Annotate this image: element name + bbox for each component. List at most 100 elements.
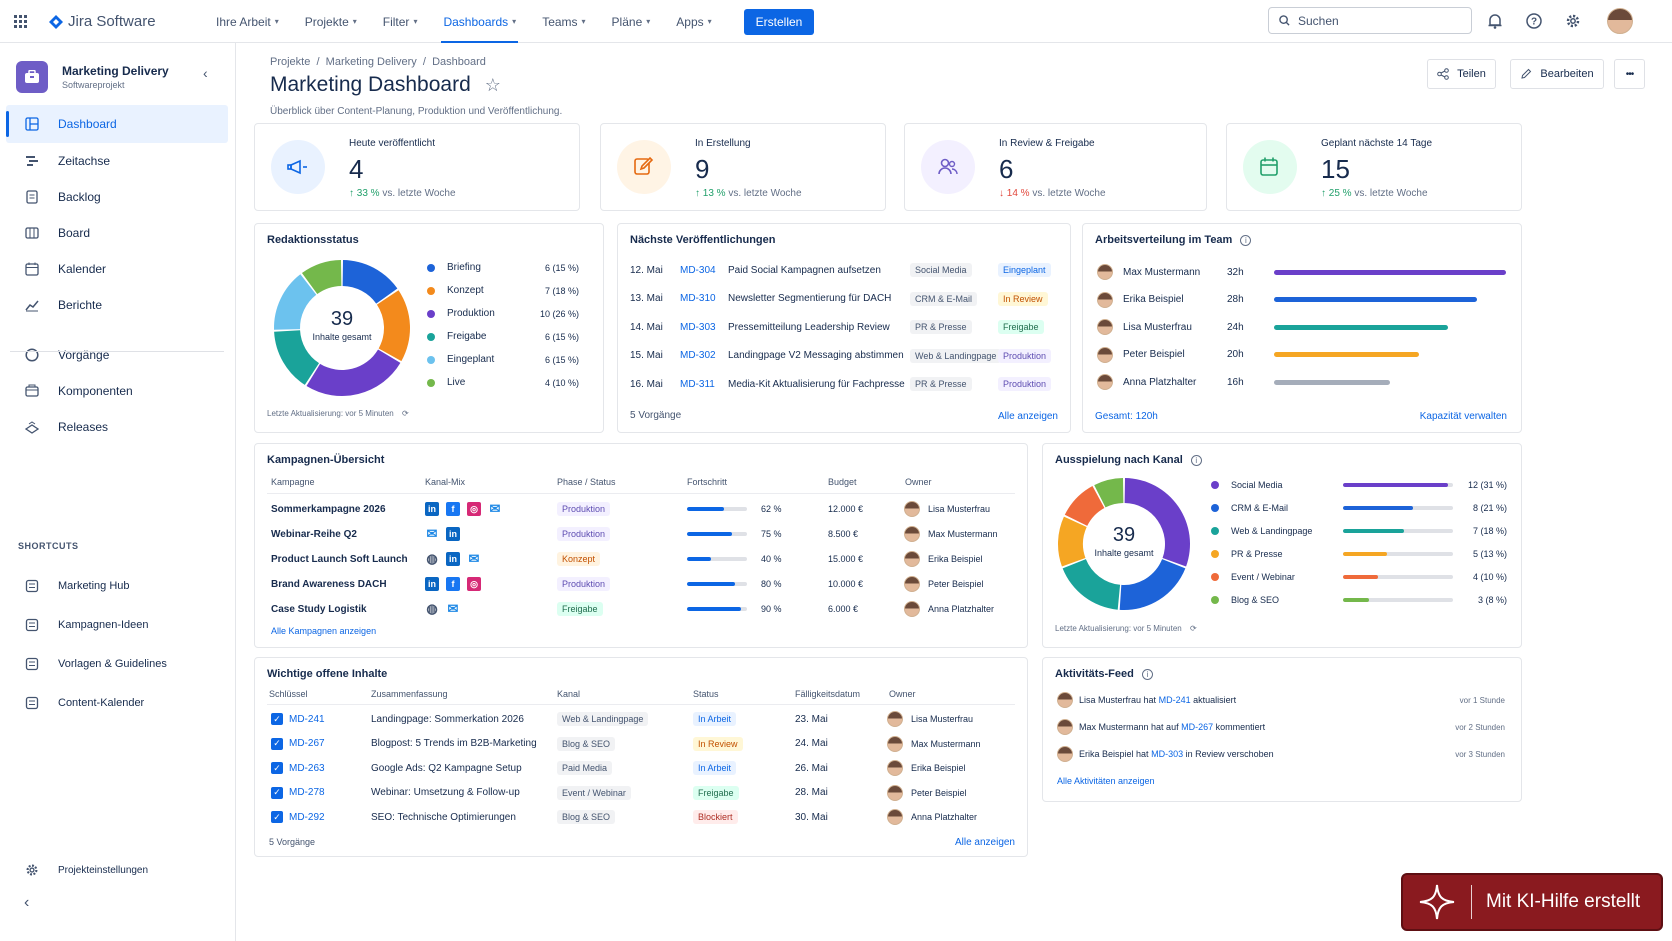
campaign-row[interactable]: Product Launch Soft Launch ◍ in ✉ Konzept 40 … bbox=[255, 548, 1027, 570]
checkbox-checked-icon[interactable]: ✓ bbox=[271, 811, 283, 823]
donut-slice-web-landingpage[interactable] bbox=[1062, 559, 1121, 610]
status-badge: In Review bbox=[998, 291, 1048, 306]
info-icon[interactable]: i bbox=[1141, 668, 1153, 680]
sidebar-item-zeitachse[interactable]: Zeitachse bbox=[6, 142, 228, 180]
checkbox-checked-icon[interactable]: ✓ bbox=[271, 762, 283, 774]
help-icon[interactable]: ? bbox=[1523, 10, 1545, 32]
card-title: Arbeitsverteilung im Team bbox=[1095, 234, 1233, 246]
shortcut-kampagnen-ideen[interactable]: Kampagnen-Ideen bbox=[6, 606, 228, 644]
issue-key-link[interactable]: MD-278 bbox=[289, 787, 325, 798]
sidebar-item-kalender[interactable]: Kalender bbox=[6, 250, 228, 288]
publication-row[interactable]: 16. Mai MD-311 Media-Kit Aktualisierung fü… bbox=[618, 374, 1070, 394]
manage-capacity-link[interactable]: Kapazität verwalten bbox=[1419, 411, 1507, 422]
jira-logo[interactable]: Jira Software bbox=[49, 13, 156, 30]
content-row[interactable]: ✓ MD-278 Webinar: Umsetzung & Follow-up Eve… bbox=[255, 783, 1027, 803]
donut-slice-event-webinar[interactable] bbox=[1064, 486, 1105, 526]
sidebar-item-dashboard[interactable]: Dashboard bbox=[6, 105, 228, 143]
checkbox-checked-icon[interactable]: ✓ bbox=[271, 786, 283, 799]
share-button[interactable]: Teilen bbox=[1427, 59, 1496, 89]
issue-key-link[interactable]: MD-311 bbox=[680, 378, 715, 390]
sidebar-item-berichte[interactable]: Berichte bbox=[6, 286, 228, 324]
nav-plans[interactable]: Pläne ▾ bbox=[611, 14, 651, 29]
donut-slice-blog-seo[interactable] bbox=[1094, 478, 1124, 508]
publication-row[interactable]: 13. Mai MD-310 Newsletter Segmentierung fü… bbox=[618, 289, 1070, 309]
star-icon[interactable]: ☆ bbox=[484, 74, 501, 95]
issue-key-link[interactable]: MD-310 bbox=[680, 293, 716, 304]
shortcut-marketing-hub[interactable]: Marketing Hub bbox=[6, 567, 228, 605]
donut-slice-produktion[interactable] bbox=[306, 349, 401, 396]
campaign-row[interactable]: Sommerkampagne 2026 in f ◎ ✉ Produktion 62 % 12… bbox=[255, 498, 1027, 520]
issue-key-link[interactable]: MD-303 bbox=[1151, 749, 1184, 759]
issue-key-link[interactable]: MD-241 bbox=[1158, 695, 1191, 705]
show-all-link[interactable]: Alle anzeigen bbox=[954, 837, 1015, 848]
owner-name: Peter Beispiel bbox=[928, 579, 984, 589]
publication-row[interactable]: 15. Mai MD-302 Landingpage V2 Messaging ab… bbox=[618, 346, 1070, 366]
show-all-link[interactable]: Alle anzeigen bbox=[997, 411, 1058, 422]
breadcrumb-projects[interactable]: Projekte bbox=[270, 56, 311, 68]
create-button[interactable]: Erstellen bbox=[743, 8, 815, 35]
issue-key-link[interactable]: MD-303 bbox=[680, 321, 716, 333]
donut-slice-freigabe[interactable] bbox=[274, 330, 320, 385]
issue-key-link[interactable]: MD-241 bbox=[289, 713, 325, 725]
sidebar-item-board[interactable]: Board bbox=[6, 214, 228, 252]
sidebar-item-vorgaenge[interactable]: Vorgänge bbox=[6, 336, 228, 374]
breadcrumb-project[interactable]: Marketing Delivery bbox=[325, 56, 417, 68]
progress-bar bbox=[687, 557, 747, 561]
content-row[interactable]: ✓ MD-263 Google Ads: Q2 Kampagne Setup Paid… bbox=[255, 758, 1027, 778]
content-row[interactable]: ✓ MD-241 Landingpage: Sommerkation 2026 Web… bbox=[255, 709, 1027, 729]
donut-slice-crm-e-mail[interactable] bbox=[1119, 559, 1186, 610]
nav-filters[interactable]: Filter ▾ bbox=[382, 14, 418, 29]
donut-slice-konzept[interactable] bbox=[376, 290, 410, 362]
sidebar-item-backlog[interactable]: Backlog bbox=[6, 178, 228, 216]
nav-your-work[interactable]: Ihre Arbeit ▾ bbox=[216, 14, 279, 29]
shortcut-content-kalender[interactable]: Content-Kalender bbox=[6, 684, 228, 722]
app-switcher-icon[interactable] bbox=[14, 15, 27, 28]
info-icon[interactable]: i bbox=[1240, 234, 1252, 246]
nav-apps[interactable]: Apps ▾ bbox=[676, 14, 712, 29]
avatar bbox=[904, 526, 920, 542]
refresh-icon[interactable]: ⟳ bbox=[1189, 624, 1197, 633]
edit-button[interactable]: Bearbeiten bbox=[1510, 59, 1604, 89]
shortcut-vorlagen-guidelines[interactable]: Vorlagen & Guidelines bbox=[6, 645, 228, 683]
checkbox-checked-icon[interactable]: ✓ bbox=[271, 737, 283, 750]
publication-row[interactable]: 12. Mai MD-304 Paid Social Kampagnen aufse… bbox=[618, 260, 1070, 280]
nav-teams[interactable]: Teams ▾ bbox=[542, 14, 586, 29]
nav-projects[interactable]: Projekte ▾ bbox=[304, 14, 357, 29]
collapse-chevron-icon[interactable]: ‹ bbox=[203, 65, 208, 81]
search-input[interactable]: Suchen bbox=[1268, 7, 1472, 34]
donut-slice-live[interactable] bbox=[301, 260, 342, 295]
refresh-icon[interactable]: ⟳ bbox=[401, 409, 409, 418]
content-row[interactable]: ✓ MD-267 Blogpost: 5 Trends im B2B-Marketi… bbox=[255, 734, 1027, 754]
campaign-row[interactable]: Case Study Logistik ◍ ✉ Freigabe 90 % 6.000 €… bbox=[255, 598, 1027, 620]
issue-key-link[interactable]: MD-267 bbox=[1181, 722, 1214, 732]
all-activities-link[interactable]: Alle Aktivitäten anzeigen bbox=[1057, 776, 1155, 786]
campaign-row[interactable]: Brand Awareness DACH in f ◎ Produktion 80 % 10… bbox=[255, 573, 1027, 595]
user-avatar[interactable] bbox=[1607, 8, 1633, 34]
all-campaigns-link[interactable]: Alle Kampagnen anzeigen bbox=[271, 626, 377, 636]
ideas-icon bbox=[24, 617, 40, 633]
issue-key-link[interactable]: MD-302 bbox=[680, 350, 716, 361]
campaign-row[interactable]: Webinar-Reihe Q2 ✉ in Produktion 75 % 8.500 €… bbox=[255, 523, 1027, 545]
notifications-icon[interactable] bbox=[1484, 10, 1506, 32]
donut-slice-eingeplant[interactable] bbox=[274, 274, 317, 330]
project-settings-link[interactable]: Projekteinstellungen bbox=[6, 851, 228, 889]
settings-gear-icon[interactable] bbox=[1562, 10, 1584, 32]
more-actions-button[interactable]: ••• bbox=[1614, 59, 1645, 89]
donut-slice-pr-presse[interactable] bbox=[1058, 516, 1087, 567]
donut-slice-briefing[interactable] bbox=[342, 260, 398, 304]
issue-key-link[interactable]: MD-263 bbox=[289, 762, 325, 774]
donut-slice-social-media[interactable] bbox=[1124, 478, 1190, 567]
info-icon[interactable]: i bbox=[1190, 454, 1202, 466]
issue-key-link[interactable]: MD-267 bbox=[289, 738, 325, 749]
sidebar-item-komponenten[interactable]: Komponenten bbox=[6, 372, 228, 410]
sidebar-item-releases[interactable]: Releases bbox=[6, 408, 228, 446]
checkbox-checked-icon[interactable]: ✓ bbox=[271, 713, 283, 725]
content-row[interactable]: ✓ MD-292 SEO: Technische Optimierungen Blog… bbox=[255, 807, 1027, 827]
project-header[interactable]: Marketing Delivery Softwareprojekt bbox=[16, 61, 169, 93]
publication-row[interactable]: 14. Mai MD-303 Pressemitteilung Leadership… bbox=[618, 317, 1070, 337]
breadcrumb-dashboard[interactable]: Dashboard bbox=[432, 56, 486, 68]
issue-key-link[interactable]: MD-304 bbox=[680, 264, 716, 276]
collapse-sidebar-icon[interactable]: ‹ bbox=[24, 894, 30, 911]
nav-dashboards[interactable]: Dashboards ▾ bbox=[435, 0, 524, 43]
issue-key-link[interactable]: MD-292 bbox=[289, 811, 325, 823]
